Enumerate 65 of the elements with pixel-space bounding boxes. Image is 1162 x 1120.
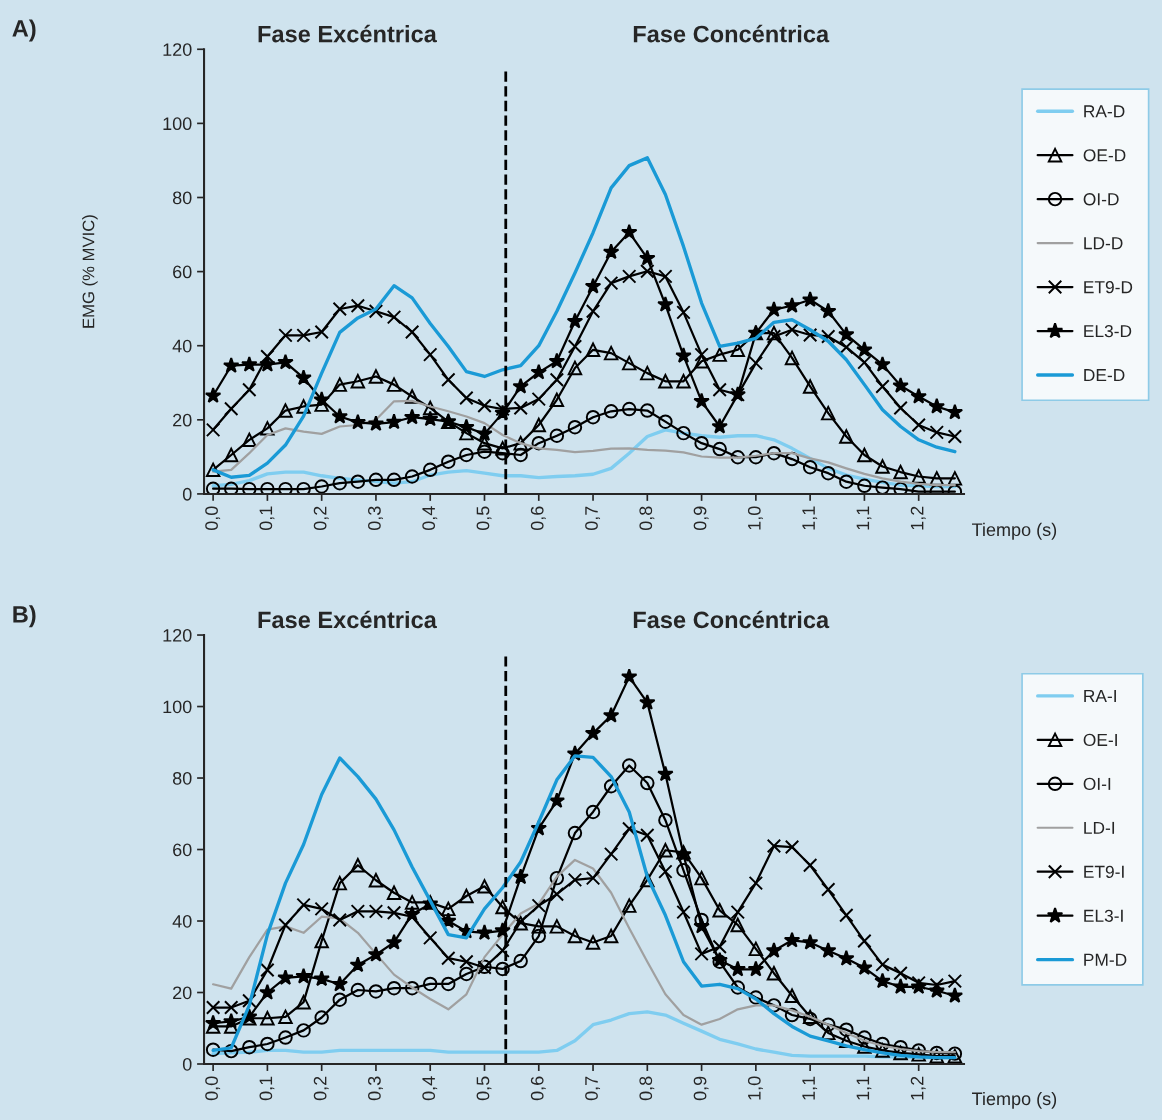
y-tick-label: 100	[163, 700, 192, 714]
y-tick-label: 40	[172, 339, 192, 353]
x-tick-label: 1,1	[802, 1076, 818, 1100]
x-tick-label: 1,0	[747, 1076, 763, 1100]
legend-label: LD-I	[1084, 821, 1115, 834]
legend-label: EL3-I	[1084, 909, 1123, 922]
legend-label: LD-D	[1084, 237, 1123, 250]
chart-title: A)	[12, 19, 36, 42]
x-tick-label: 1,2	[910, 506, 926, 530]
text: Fase Excéntrica	[258, 610, 437, 629]
legend-label: OI-D	[1083, 193, 1119, 206]
legend-label: ET9-I	[1084, 865, 1124, 878]
x-tick-label: 0,3	[368, 506, 383, 531]
y-tick-label: 20	[173, 413, 192, 427]
x-tick-label: 0,8	[639, 1076, 655, 1101]
x-tick-label: 0,5	[476, 1076, 492, 1101]
y-tick-label: 120	[163, 43, 192, 56]
x-tick-label: 0,7	[585, 506, 601, 531]
x-tick-label: 0,5	[476, 506, 492, 531]
y-axis-title: EMG (% MVIC)	[82, 215, 98, 328]
x-axis-title: Tiempo (s)	[972, 522, 1057, 540]
legend-label: RA-I	[1084, 690, 1116, 702]
x-tick-label: 1,0	[747, 506, 763, 530]
x-axis-title: Tiempo (s)	[972, 1091, 1057, 1109]
x-tick-label: 0,4	[422, 506, 438, 531]
x-tick-label: 0,3	[368, 1076, 383, 1101]
y-tick-label: 0	[182, 1057, 192, 1071]
legend-label: PM-D	[1084, 953, 1127, 966]
y-tick-label: 60	[173, 843, 192, 857]
text: Fase Concéntrica	[633, 24, 830, 43]
text: Fase Concéntrica	[633, 610, 830, 629]
y-tick-label: 80	[172, 771, 192, 785]
x-tick-label: 0,7	[585, 1076, 601, 1101]
legend-label: OE-D	[1083, 149, 1126, 162]
legend-label: ET9-D	[1084, 281, 1133, 294]
x-tick-label: 1,2	[910, 1076, 926, 1100]
x-tick-label: 0,6	[530, 506, 546, 531]
y-tick-label: 80	[172, 191, 192, 205]
text: Fase Excéntrica	[258, 24, 437, 43]
y-tick-label: 100	[163, 117, 192, 131]
x-tick-label: 0,0	[205, 506, 221, 531]
y-tick-label: 20	[173, 986, 192, 1000]
x-tick-label: 0,4	[422, 1076, 438, 1101]
x-tick-label: 0,9	[693, 506, 709, 531]
legend-label: OI-I	[1083, 777, 1111, 791]
legend-label: RA-D	[1084, 105, 1125, 118]
x-tick-label: 1,1	[802, 506, 818, 530]
y-tick-label: 120	[163, 628, 192, 642]
x-tick-label: 0,8	[639, 506, 655, 531]
x-tick-label: 0,2	[313, 1076, 329, 1101]
legend-label: EL3-D	[1084, 324, 1132, 338]
x-tick-label: 0,6	[530, 1076, 546, 1101]
chart-title: B)	[13, 605, 36, 628]
x-tick-label: 0,1	[259, 1076, 275, 1101]
x-tick-label: 0,2	[313, 506, 329, 531]
x-tick-label: 1,1	[856, 506, 872, 530]
legend-label: OE-I	[1083, 733, 1117, 747]
y-tick-label: 60	[173, 265, 192, 279]
x-tick-label: 0,1	[259, 506, 275, 531]
x-tick-label: 0,0	[205, 1076, 221, 1101]
y-tick-label: 40	[172, 914, 192, 928]
x-tick-label: 0,9	[693, 1076, 709, 1101]
legend-label: DE-D	[1084, 369, 1125, 382]
x-tick-label: 1,1	[856, 1076, 872, 1100]
y-tick-label: 0	[182, 487, 192, 501]
